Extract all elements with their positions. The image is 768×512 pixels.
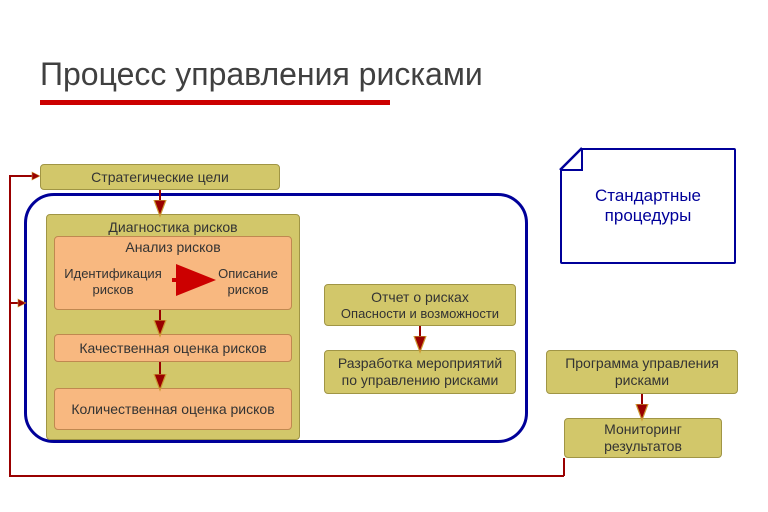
node-diagnostics-label: Диагностика рисков bbox=[108, 219, 237, 236]
page-title: Процесс управления рисками bbox=[40, 56, 483, 93]
node-strategic-label: Стратегические цели bbox=[91, 169, 229, 186]
node-analysis-label: Анализ рисков bbox=[125, 239, 220, 256]
node-program: Программа управления рисками bbox=[546, 350, 738, 394]
node-desc: Описание рисков bbox=[208, 259, 288, 305]
node-qual: Качественная оценка рисков bbox=[54, 334, 292, 362]
node-report-line1: Отчет о рисках bbox=[371, 289, 469, 306]
node-develop-label: Разработка мероприятий по управлению рис… bbox=[331, 355, 509, 389]
node-develop: Разработка мероприятий по управлению рис… bbox=[324, 350, 516, 394]
side-box: Стандартные процедуры bbox=[560, 148, 736, 264]
node-monitor-label: Мониторинг результатов bbox=[571, 421, 715, 455]
node-report: Отчет о рисках Опасности и возможности bbox=[324, 284, 516, 326]
node-strategic: Стратегические цели bbox=[40, 164, 280, 190]
node-program-label: Программа управления рисками bbox=[553, 355, 731, 389]
node-ident-label: Идентификация рисков bbox=[64, 266, 162, 297]
node-quant: Количественная оценка рисков bbox=[54, 388, 292, 430]
title-underline bbox=[40, 100, 390, 105]
node-desc-label: Описание рисков bbox=[214, 266, 282, 297]
node-report-line2: Опасности и возможности bbox=[341, 306, 499, 322]
side-box-label: Стандартные процедуры bbox=[570, 186, 726, 226]
node-monitor: Мониторинг результатов bbox=[564, 418, 722, 458]
fold-corner-icon bbox=[556, 144, 586, 174]
node-quant-label: Количественная оценка рисков bbox=[71, 401, 274, 418]
node-qual-label: Качественная оценка рисков bbox=[79, 340, 266, 357]
node-ident: Идентификация рисков bbox=[58, 259, 168, 305]
